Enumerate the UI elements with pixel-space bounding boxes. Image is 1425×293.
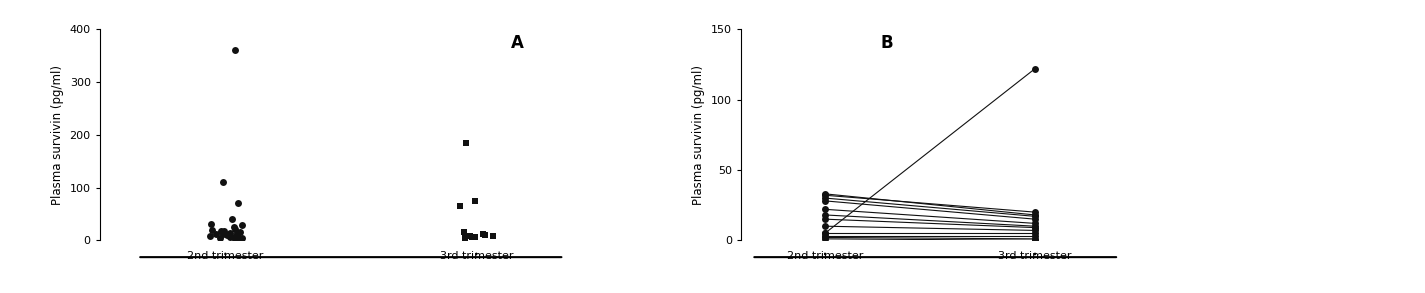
Point (1023, 238, 1046, 243)
Point (224, 226, 247, 231)
Point (201, 227, 224, 232)
Point (465, 235, 487, 239)
Point (1023, 221, 1046, 226)
Y-axis label: Plasma survivin (pg/ml): Plasma survivin (pg/ml) (693, 65, 705, 205)
Point (1023, 213, 1046, 217)
Point (224, 48, 247, 53)
Point (814, 231, 836, 236)
Y-axis label: Plasma survivin (pg/ml): Plasma survivin (pg/ml) (51, 65, 64, 205)
Point (212, 229, 235, 233)
Point (455, 235, 477, 240)
Point (814, 224, 836, 229)
Point (814, 234, 836, 239)
Point (1023, 210, 1046, 214)
Point (231, 236, 254, 241)
Point (229, 230, 252, 235)
Point (222, 235, 245, 239)
Point (814, 196, 836, 200)
Point (209, 235, 232, 240)
Point (225, 234, 248, 239)
Point (228, 236, 251, 241)
Point (1023, 236, 1046, 241)
Point (198, 233, 221, 238)
Point (473, 233, 496, 237)
Point (212, 231, 235, 236)
Point (1023, 234, 1046, 239)
Point (1023, 214, 1046, 219)
Point (459, 234, 482, 239)
Point (449, 204, 472, 208)
Point (453, 230, 476, 235)
Point (1023, 66, 1046, 71)
Point (221, 217, 244, 222)
Point (460, 234, 483, 239)
Point (215, 233, 238, 237)
Point (814, 199, 836, 203)
Point (212, 180, 235, 185)
Text: A: A (512, 33, 524, 52)
Point (1023, 228, 1046, 233)
Point (224, 237, 247, 241)
Text: B: B (881, 33, 893, 52)
Point (1023, 225, 1046, 230)
Point (463, 198, 486, 203)
Point (814, 231, 836, 236)
Point (227, 201, 249, 206)
Point (1023, 224, 1046, 229)
Point (455, 140, 477, 145)
Point (814, 235, 836, 240)
Point (231, 223, 254, 228)
Point (209, 229, 232, 234)
Point (814, 236, 836, 241)
Point (204, 232, 227, 237)
Point (482, 233, 504, 238)
Point (200, 222, 222, 227)
Point (218, 234, 241, 239)
Point (814, 217, 836, 222)
Point (225, 231, 248, 236)
Point (814, 192, 836, 196)
Point (1023, 231, 1046, 236)
Point (814, 193, 836, 197)
Point (224, 225, 247, 229)
Point (1023, 217, 1046, 222)
Point (814, 207, 836, 212)
Point (219, 231, 242, 235)
Point (814, 213, 836, 217)
Point (472, 231, 494, 236)
